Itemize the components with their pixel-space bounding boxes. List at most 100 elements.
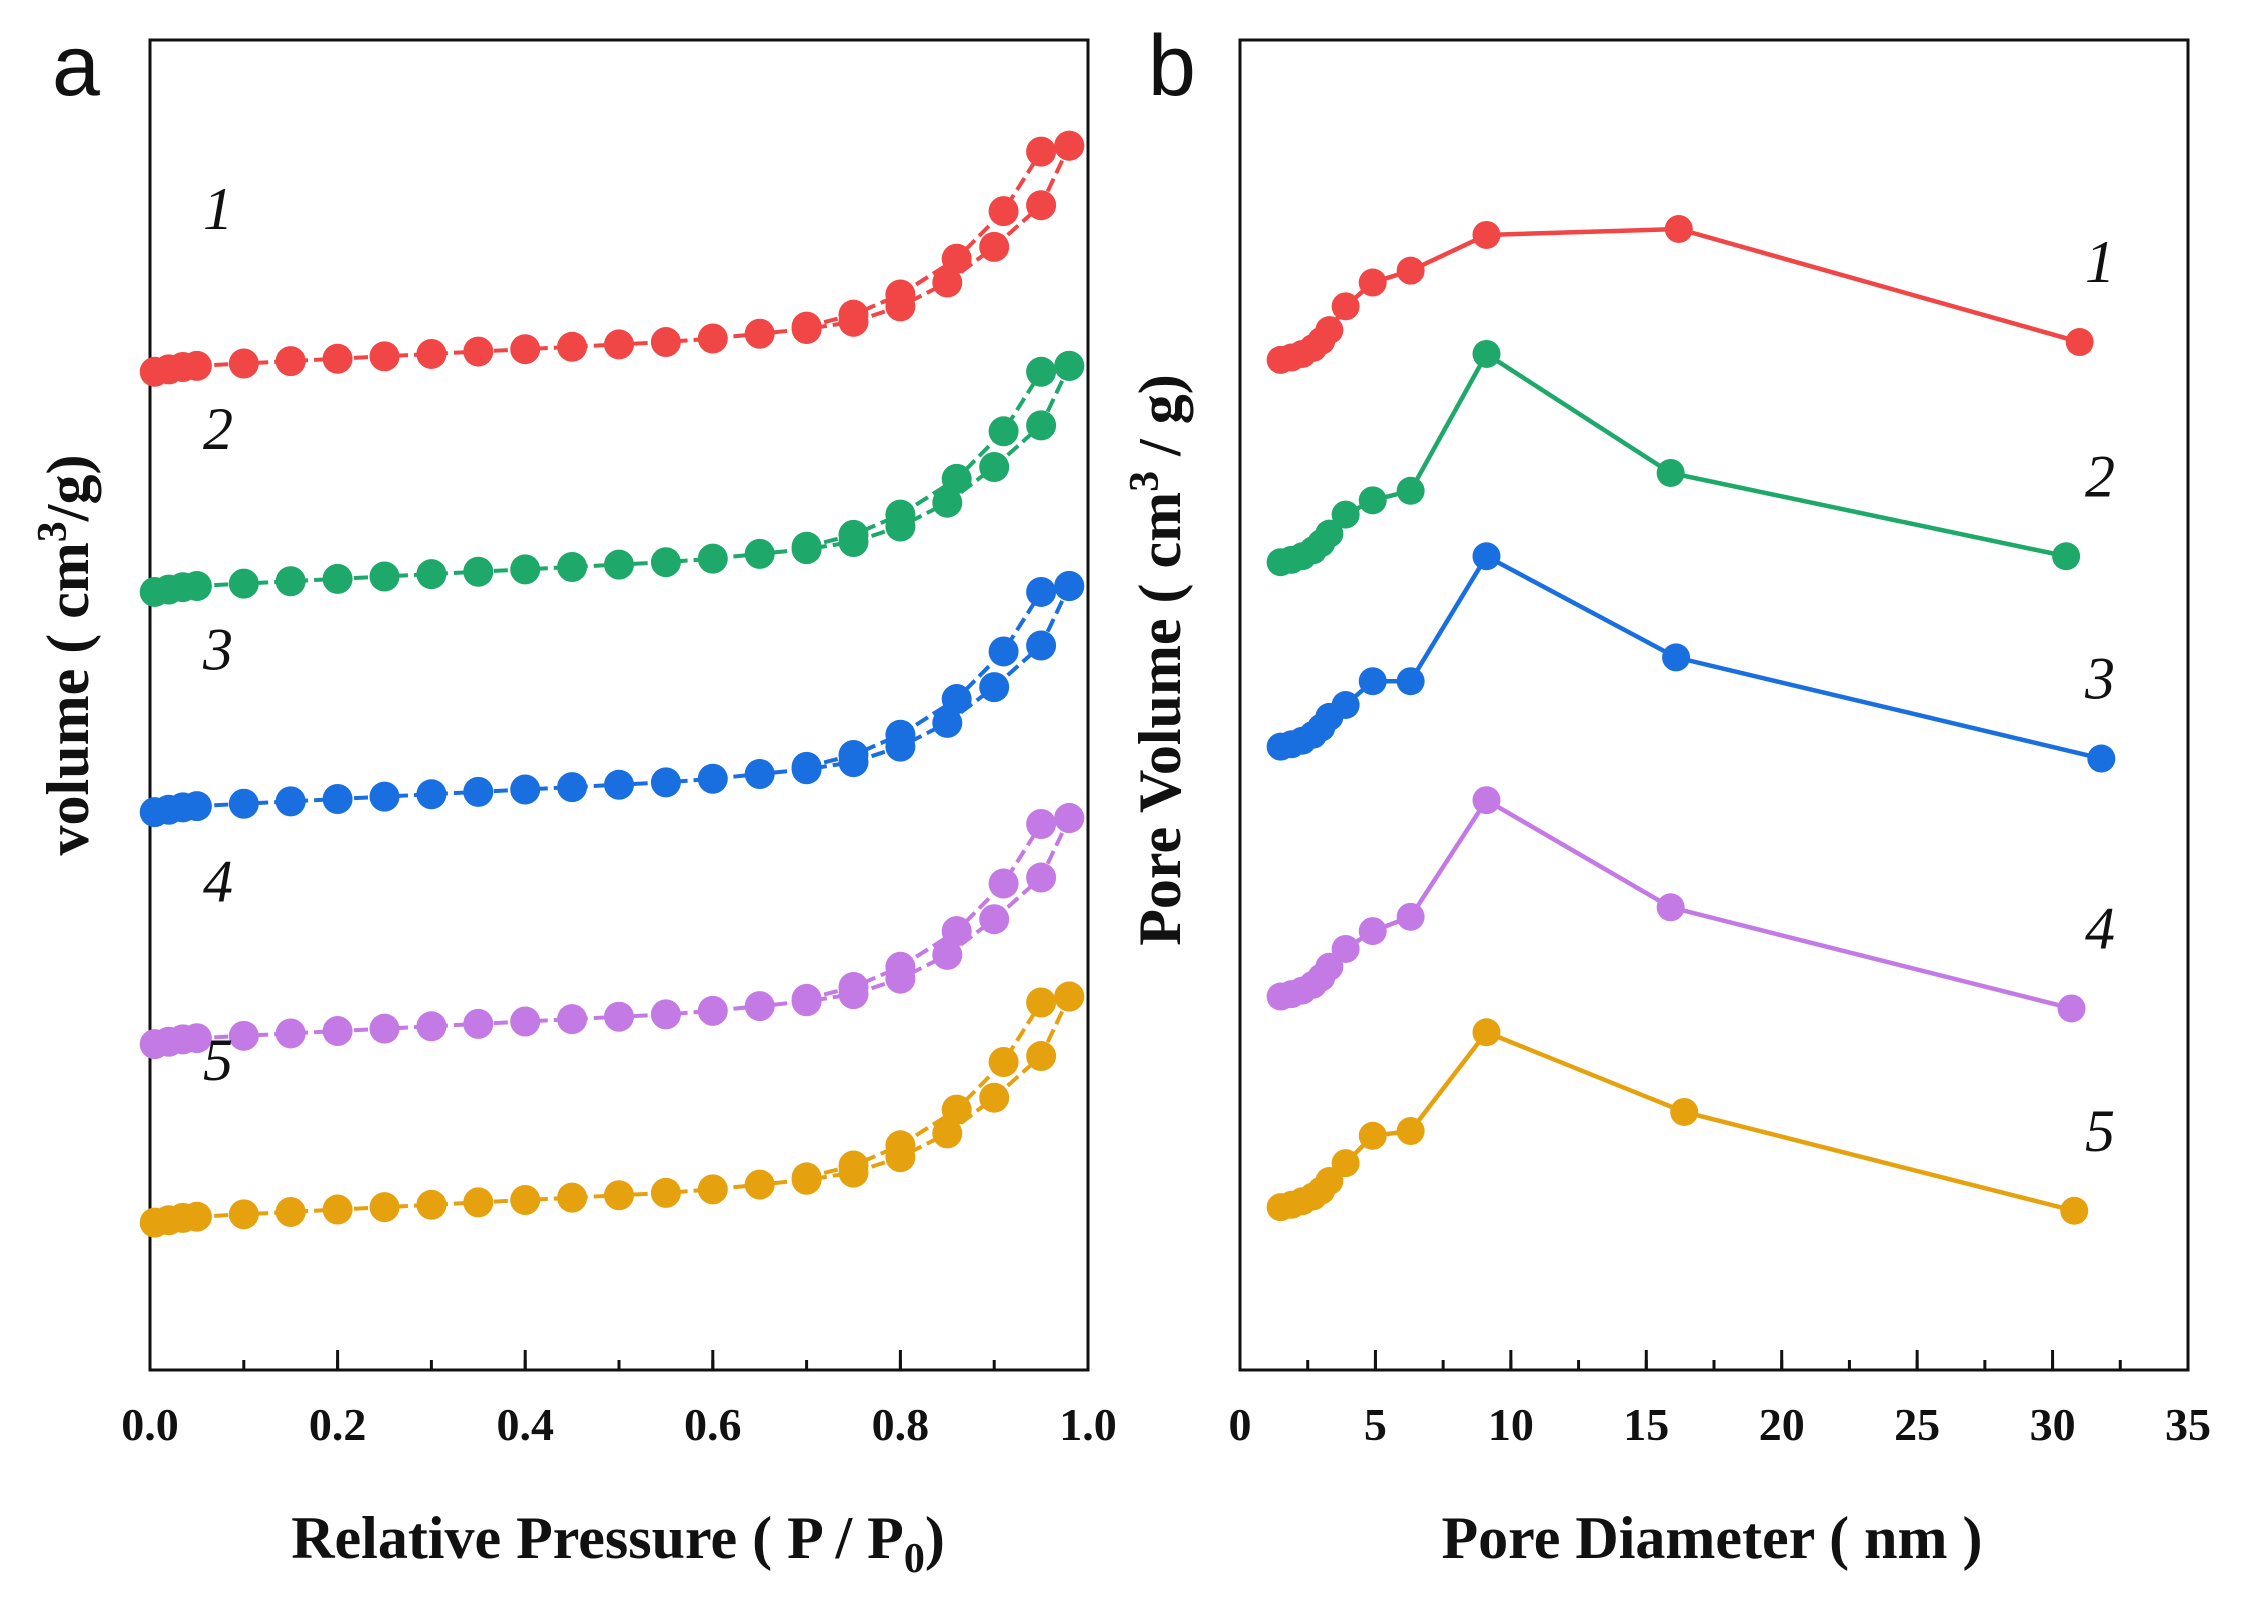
panel-a-adsorption-point	[604, 549, 634, 580]
panel-b-data-point	[1358, 917, 1387, 946]
panel-b-x-tick-label: 25	[1894, 1399, 1940, 1450]
panel-a-series-3	[139, 571, 1085, 828]
panel-a-adsorption-point	[697, 995, 728, 1026]
panel-a-desorption-line	[806, 363, 1070, 549]
panel-b-x-tick-labels: 0 5 10 15 20 25 30 35	[1229, 1399, 2212, 1450]
panel-b-x-axis-label: Pore Diameter ( nm )	[1442, 1505, 1983, 1571]
panel-b-data-point	[1472, 1018, 1501, 1047]
panel-a-adsorption-point	[979, 904, 1010, 935]
panel-a-desorption-point	[941, 916, 972, 947]
panel-b-data-point	[2065, 328, 2094, 357]
panel-a-adsorption-point	[369, 1192, 400, 1223]
panel-a-adsorption-point	[510, 334, 541, 365]
panel-a-adsorption-point	[275, 566, 306, 597]
panel-b-series-line	[1280, 553, 2102, 761]
panel-b-x-tick-label: 35	[2165, 1399, 2211, 1450]
panel-a-adsorption-point	[1026, 630, 1057, 661]
panel-b-data-point	[1670, 1097, 1699, 1126]
panel-b-series-1	[1266, 215, 2094, 374]
panel-b-x-tick-label: 0	[1229, 1399, 1252, 1450]
panel-a-x-ticks	[148, 1350, 1090, 1370]
panel-a-adsorption-point	[650, 327, 681, 358]
panel-a-desorption-point	[838, 519, 869, 550]
panel-a-adsorption-point	[510, 774, 541, 805]
panel-a-desorption-point	[791, 531, 822, 562]
panel-a-adsorption-point	[697, 1174, 728, 1205]
panel-a-adsorption-point	[181, 791, 212, 822]
panel-b-y-axis-label-main: Pore Volume ( cm	[1127, 492, 1193, 946]
panel-a-desorption-point	[941, 684, 972, 715]
panel-a-x-tick-label: 0.6	[684, 1399, 742, 1450]
panel-a-desorption-point	[1026, 356, 1057, 387]
panel-a-adsorption-point	[463, 1008, 494, 1039]
panel-a-adsorption-point	[322, 784, 353, 815]
panel-b-data-point	[1331, 934, 1360, 963]
panel-b-y-axis-label: Pore Volume ( cm3 / g)	[1122, 374, 1193, 945]
panel-a-adsorption-point	[979, 672, 1010, 703]
panel-a-y-axis-label-main: volume ( cm	[35, 542, 101, 855]
panel-b-series	[1266, 215, 2116, 1225]
panel-a-adsorption-point	[744, 991, 775, 1022]
panel-a-adsorption-point	[463, 776, 494, 807]
panel-a-desorption-point	[885, 951, 916, 982]
panel-b-series-line	[1280, 350, 2067, 565]
panel-a-adsorption-point	[275, 346, 306, 377]
panel-b-data-point	[1396, 256, 1425, 285]
panel-b-x-tick-label: 10	[1488, 1399, 1534, 1450]
panel-b-data-point	[2060, 1196, 2089, 1225]
panel-a-desorption-point	[885, 499, 916, 530]
panel-b-data-point	[2087, 744, 2116, 773]
panel-a-adsorption-point	[322, 343, 353, 374]
panel-b-data-point	[1331, 500, 1360, 529]
panel-a-adsorption-point	[932, 939, 963, 970]
panel-a-x-tick-labels: 0.0 0.2 0.4 0.6 0.8 1.0	[121, 1399, 1117, 1450]
panel-a-adsorption-line	[154, 585, 1072, 815]
panel-a-adsorption-point	[416, 1011, 447, 1042]
panel-a-desorption-point	[838, 1150, 869, 1181]
panel-b-x-tick-label: 15	[1623, 1399, 1669, 1450]
panel-a-adsorption-point	[744, 759, 775, 790]
panel-a-adsorption-point	[275, 1018, 306, 1049]
panel-b-x-tick-label: 30	[2030, 1399, 2076, 1450]
panel-a-adsorption-point	[369, 561, 400, 592]
panel-a-adsorption-point	[275, 1196, 306, 1227]
panel-a-adsorption-point	[369, 341, 400, 372]
panel-b-chart: b 0 5 10 15 20 25 30 35 1 2 3 4 5 Pore Diameter ( n…	[1122, 18, 2211, 1571]
panel-a-curve-labels: 1 2 3 4 5	[202, 176, 233, 1093]
panel-b-data-point	[2057, 994, 2086, 1023]
panel-a-adsorption-point	[228, 348, 259, 379]
panel-a-x-axis-label: Relative Pressure ( P / P0)	[291, 1505, 945, 1582]
panel-b-x-tick-label: 20	[1759, 1399, 1805, 1450]
panel-a-adsorption-point	[1026, 1041, 1057, 1072]
panel-a-adsorption-point	[604, 1180, 634, 1211]
panel-a-y-axis-label-sup: 3	[30, 521, 76, 542]
panel-a-adsorption-point	[181, 1023, 212, 1054]
panel-a-x-tick-label: 0.4	[496, 1399, 554, 1450]
panel-b-data-point	[1315, 519, 1344, 548]
panel-a-adsorption-point	[557, 1004, 588, 1035]
panel-a-adsorption-point	[604, 1001, 634, 1032]
panel-a-adsorption-point	[557, 1182, 588, 1213]
panel-a-adsorption-point	[604, 769, 634, 800]
panel-a-adsorption-point	[322, 563, 353, 594]
panel-b-series-3	[1266, 542, 2116, 773]
panel-a-curve-label: 4	[203, 848, 233, 914]
panel-a-desorption-point	[791, 311, 822, 342]
panel-a-adsorption-line	[154, 144, 1072, 374]
panel-b-data-point	[1396, 902, 1425, 931]
panel-a-adsorption-point	[181, 1201, 212, 1232]
panel-a-adsorption-point	[322, 1016, 353, 1047]
panel-a-adsorption-point	[463, 1187, 494, 1218]
panel-a-adsorption-point	[744, 1169, 775, 1200]
panel-a-adsorption-point	[275, 786, 306, 817]
panel-a-adsorption-point	[228, 788, 259, 819]
panel-a-adsorption-point	[416, 559, 447, 590]
panel-a-adsorption-point	[228, 1199, 259, 1230]
panel-a-adsorption-point	[557, 772, 588, 803]
panel-a-x-tick-label: 0.2	[309, 1399, 367, 1450]
panel-b-data-point	[1315, 952, 1344, 981]
panel-a-adsorption-point	[557, 331, 588, 362]
panel-b-curve-label: 5	[2085, 1098, 2115, 1164]
panel-b-data-point	[1331, 1149, 1360, 1178]
